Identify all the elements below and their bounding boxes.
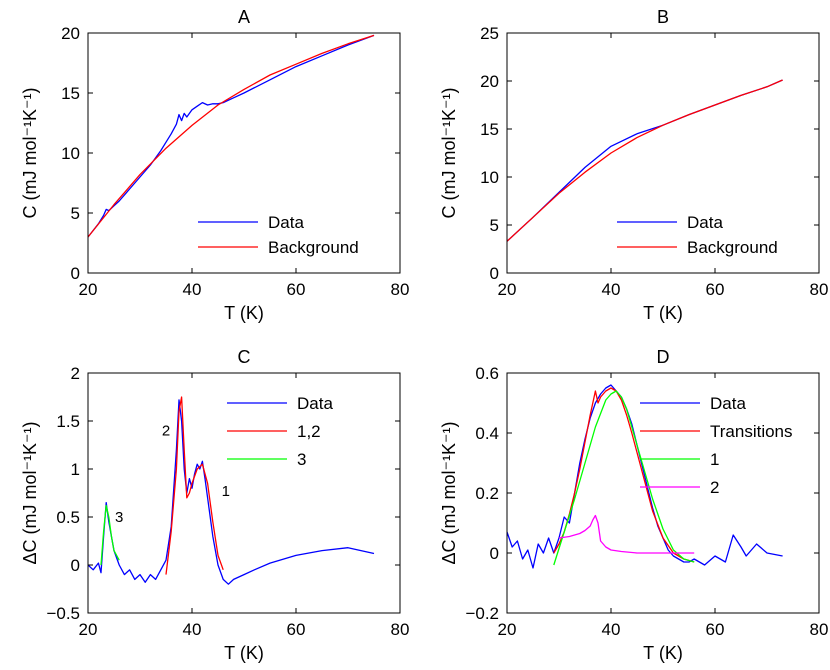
chart-title-c: C [238,347,251,367]
legend-label-d: 1 [710,450,719,469]
x-tick-label-d: 80 [810,620,829,639]
series-line-d-3 [558,514,695,554]
x-tick-label-c: 60 [287,620,306,639]
series-line-a-0 [88,34,375,238]
y-tick-label-c: 2 [71,364,80,383]
y-tick-label-b: 0 [490,264,499,283]
legend-d: Data Transitions 1 2 [640,394,793,497]
series-line-a-1 [88,34,375,238]
y-axis-label-b: C (mJ mol⁻¹K⁻¹) [439,88,459,219]
y-tick-label-a: 5 [71,204,80,223]
x-tick-label-c: 40 [183,620,202,639]
y-tick-label-d: 0.6 [475,364,499,383]
y-tick-label-c: −0.5 [46,604,80,623]
x-tick-label-b: 60 [706,280,725,299]
legend-label-a: Background [268,238,359,257]
x-axis-label-c: T (K) [224,643,264,663]
panel-c: 20 40 60 80 −0.5 0 0.5 1 1.5 2 C T (K) ΔC (mJ mol⁻¹K… [20,347,409,663]
plot-frame-a [87,32,401,274]
peak-annotation-c: 3 [115,509,123,526]
y-tick-label-c: 1.5 [56,412,80,431]
series-line-d-1 [553,387,695,563]
x-tick-label-a: 20 [79,280,98,299]
y-tick-label-c: 1 [71,460,80,479]
series-line-c-2 [100,504,120,566]
x-tick-label-a: 80 [391,280,410,299]
y-axis-label-d: ΔC (mJ mol⁻¹K⁻¹) [439,421,459,564]
legend-label-d: 2 [710,478,719,497]
chart-title-d: D [657,347,670,367]
y-tick-label-b: 5 [490,216,499,235]
legend-label-d: Transitions [710,422,793,441]
x-tick-label-c: 80 [391,620,410,639]
x-axis-label-a: T (K) [224,303,264,323]
x-tick-label-d: 20 [498,620,517,639]
series-line-d-2 [553,390,695,566]
x-tick-label-b: 80 [810,280,829,299]
y-tick-label-c: 0.5 [56,508,80,527]
plot-frame-d [506,372,820,614]
series-line-b-1 [507,79,783,242]
y-tick-label-c: 0 [71,556,80,575]
y-tick-label-a: 10 [61,144,80,163]
x-tick-label-b: 40 [602,280,621,299]
peak-annotation-c: 1 [222,483,230,500]
y-tick-label-d: 0.4 [475,424,499,443]
legend-b: Data Background [617,213,778,257]
y-axis-label-a: C (mJ mol⁻¹K⁻¹) [20,88,40,219]
legend-label-a: Data [268,213,304,232]
legend-label-c: 1,2 [297,422,321,441]
y-tick-label-a: 20 [61,24,80,43]
y-axis-label-c: ΔC (mJ mol⁻¹K⁻¹) [20,421,40,564]
series-line-b-0 [507,79,783,242]
peak-annotation-c: 2 [162,422,170,439]
x-tick-label-a: 60 [287,280,306,299]
y-tick-label-a: 0 [71,264,80,283]
panel-d: 20 40 60 80 −0.2 0 0.2 0.4 0.6 D T (K) ΔC (mJ mol⁻¹… [439,347,828,663]
legend-label-d: Data [710,394,746,413]
x-tick-label-d: 60 [706,620,725,639]
x-axis-label-d: T (K) [643,643,683,663]
x-tick-label-c: 20 [79,620,98,639]
legend-label-c: Data [297,394,333,413]
y-tick-label-b: 20 [480,72,499,91]
series-line-c-1 [165,396,224,575]
chart-title-a: A [238,7,250,27]
y-tick-label-d: −0.2 [465,604,499,623]
series-line-c-0 [88,399,375,585]
y-tick-label-a: 15 [61,84,80,103]
x-axis-label-b: T (K) [643,303,683,323]
y-tick-label-b: 10 [480,168,499,187]
legend-a: Data Background [198,213,359,257]
legend-label-b: Background [687,238,778,257]
x-tick-label-b: 20 [498,280,517,299]
y-tick-label-d: 0 [490,544,499,563]
legend-label-c: 3 [297,450,306,469]
y-tick-label-b: 25 [480,24,499,43]
chart-title-b: B [657,7,669,27]
x-tick-label-d: 40 [602,620,621,639]
legend-label-b: Data [687,213,723,232]
legend-c: Data 1,2 3 [227,394,333,469]
panel-a: 20 40 60 80 0 5 10 15 20 A T (K) C (mJ mol⁻¹K⁻¹) Dat… [20,7,409,323]
plot-frame-c [87,372,401,614]
plot-frame-b [506,32,820,274]
y-tick-label-d: 0.2 [475,484,499,503]
panel-b: 20 40 60 80 0 5 10 15 20 25 B T (K) C (mJ mol⁻¹K⁻¹) D… [439,7,828,323]
y-tick-label-b: 15 [480,120,499,139]
x-tick-label-a: 40 [183,280,202,299]
